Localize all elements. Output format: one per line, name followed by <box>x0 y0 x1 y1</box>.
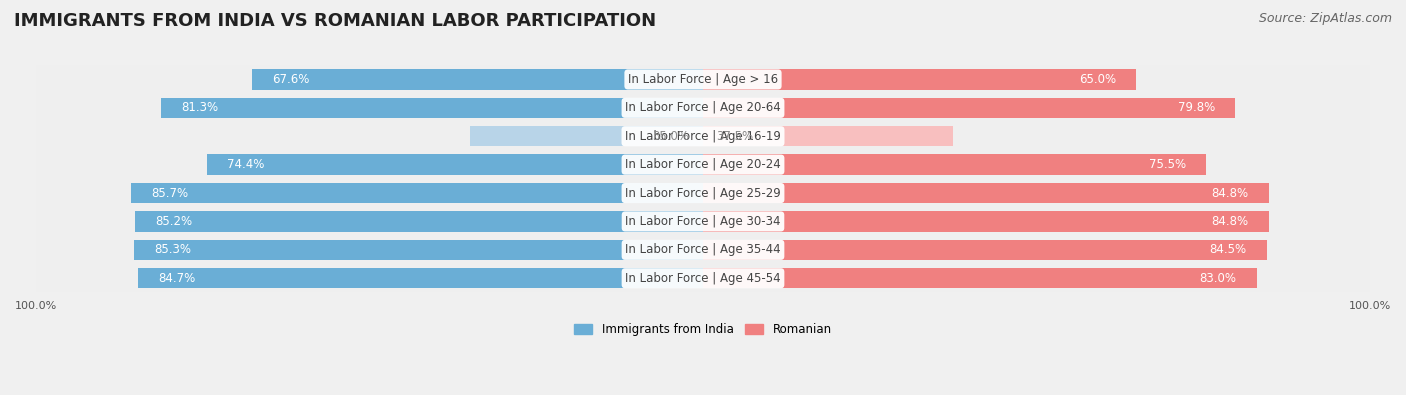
Bar <box>37 179 1369 207</box>
Bar <box>703 211 1268 232</box>
Text: 79.8%: 79.8% <box>1178 102 1215 114</box>
Bar <box>252 69 703 90</box>
Text: 75.5%: 75.5% <box>1149 158 1187 171</box>
Text: In Labor Force | Age 35-44: In Labor Force | Age 35-44 <box>626 243 780 256</box>
Bar <box>703 240 1267 260</box>
Bar <box>703 69 1136 90</box>
Text: 74.4%: 74.4% <box>226 158 264 171</box>
Text: In Labor Force | Age 20-24: In Labor Force | Age 20-24 <box>626 158 780 171</box>
Text: In Labor Force | Age 16-19: In Labor Force | Age 16-19 <box>626 130 780 143</box>
Text: 85.3%: 85.3% <box>155 243 191 256</box>
Text: 81.3%: 81.3% <box>181 102 218 114</box>
Text: 84.7%: 84.7% <box>157 272 195 285</box>
Text: 85.7%: 85.7% <box>152 186 188 199</box>
Text: In Labor Force | Age 30-34: In Labor Force | Age 30-34 <box>626 215 780 228</box>
Text: 84.5%: 84.5% <box>1209 243 1247 256</box>
Text: 85.2%: 85.2% <box>155 215 193 228</box>
Legend: Immigrants from India, Romanian: Immigrants from India, Romanian <box>569 318 837 340</box>
Bar <box>703 154 1206 175</box>
Bar <box>703 98 1234 118</box>
Text: 37.5%: 37.5% <box>716 130 754 143</box>
Bar <box>37 236 1369 264</box>
Text: 65.0%: 65.0% <box>1080 73 1116 86</box>
Bar <box>703 126 953 147</box>
Text: In Labor Force | Age 45-54: In Labor Force | Age 45-54 <box>626 272 780 285</box>
Text: 84.8%: 84.8% <box>1212 215 1249 228</box>
Text: 35.0%: 35.0% <box>652 130 690 143</box>
Bar <box>135 211 703 232</box>
Text: Source: ZipAtlas.com: Source: ZipAtlas.com <box>1258 12 1392 25</box>
Text: IMMIGRANTS FROM INDIA VS ROMANIAN LABOR PARTICIPATION: IMMIGRANTS FROM INDIA VS ROMANIAN LABOR … <box>14 12 657 30</box>
Bar <box>132 183 703 203</box>
Bar <box>703 268 1257 288</box>
Bar <box>37 207 1369 236</box>
Text: In Labor Force | Age > 16: In Labor Force | Age > 16 <box>628 73 778 86</box>
Bar <box>470 126 703 147</box>
Bar <box>37 122 1369 150</box>
Bar <box>703 183 1268 203</box>
Bar <box>37 65 1369 94</box>
Text: In Labor Force | Age 20-64: In Labor Force | Age 20-64 <box>626 102 780 114</box>
Bar <box>207 154 703 175</box>
Text: 67.6%: 67.6% <box>273 73 309 86</box>
Text: In Labor Force | Age 25-29: In Labor Force | Age 25-29 <box>626 186 780 199</box>
Bar <box>37 264 1369 292</box>
Text: 84.8%: 84.8% <box>1212 186 1249 199</box>
Bar <box>37 94 1369 122</box>
Bar <box>138 268 703 288</box>
Bar <box>160 98 703 118</box>
Bar <box>37 150 1369 179</box>
Bar <box>134 240 703 260</box>
Text: 83.0%: 83.0% <box>1199 272 1236 285</box>
